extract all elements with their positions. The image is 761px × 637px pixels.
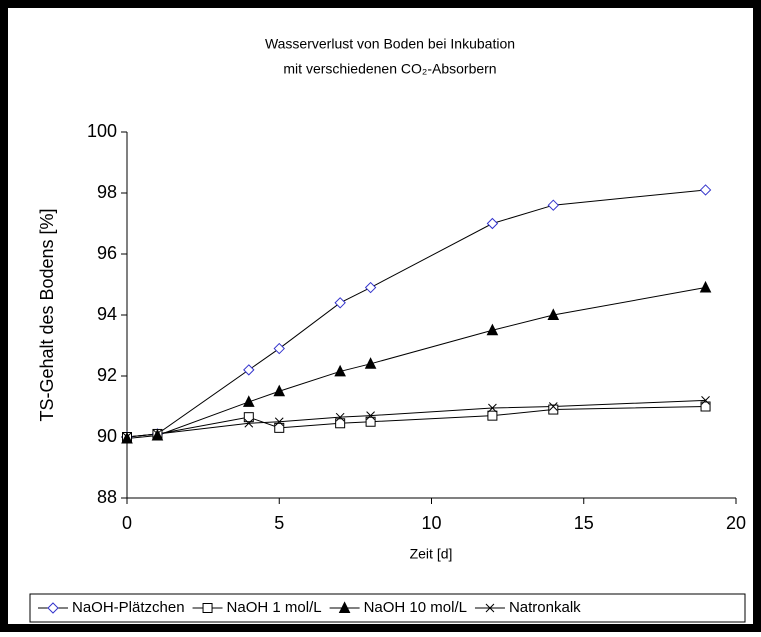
legend-label: NaOH 1 mol/L (227, 599, 322, 616)
marker (486, 217, 499, 230)
marker (547, 308, 560, 320)
x-tick-label: 15 (574, 513, 594, 533)
y-tick-label: 88 (97, 487, 117, 507)
marker (487, 410, 498, 421)
chart-title: Wasserverlust von Boden bei Inkubation (265, 36, 515, 52)
marker (548, 402, 558, 411)
legend-marker (338, 601, 351, 613)
marker (243, 364, 255, 376)
x-tick-label: 20 (726, 513, 746, 533)
marker (366, 411, 375, 421)
x-tick-label: 0 (122, 513, 132, 533)
marker (151, 428, 164, 441)
marker (334, 364, 346, 377)
y-tick-label: 98 (97, 182, 117, 202)
marker (335, 412, 345, 422)
y-axis-label: TS-Gehalt des Bodens [%] (37, 208, 57, 421)
legend-marker (485, 603, 495, 613)
legend-marker (202, 603, 213, 613)
y-tick-label: 94 (97, 304, 117, 324)
marker (334, 297, 346, 309)
marker (273, 384, 286, 397)
marker (274, 417, 284, 427)
marker (273, 342, 285, 355)
x-tick-label: 5 (274, 513, 284, 533)
chart-title: mit verschiedenen CO₂-Absorbern (283, 61, 496, 77)
y-tick-label: 90 (97, 426, 117, 446)
y-tick-label: 92 (97, 365, 117, 385)
legend-label: NaOH 10 mol/L (364, 599, 467, 616)
marker (122, 432, 132, 442)
marker (488, 403, 497, 413)
marker (699, 184, 712, 196)
marker (486, 323, 499, 336)
legend-box (29, 593, 746, 623)
marker (701, 396, 710, 405)
marker (699, 280, 712, 293)
x-axis-label: Zeit [d] (410, 546, 453, 562)
marker (364, 357, 377, 369)
marker (547, 199, 560, 211)
marker (244, 418, 254, 428)
marker (548, 404, 559, 415)
marker (365, 416, 376, 427)
marker (274, 422, 285, 433)
legend-label: Natronkalk (509, 599, 581, 616)
marker (700, 401, 711, 412)
marker (121, 431, 133, 444)
marker (243, 412, 254, 423)
x-tick-label: 10 (421, 513, 441, 533)
y-tick-label: 96 (97, 243, 117, 263)
marker (364, 281, 377, 294)
legend-label: NaOH-Plätzchen (72, 599, 185, 616)
marker (335, 418, 346, 429)
marker (153, 429, 162, 439)
marker (242, 395, 255, 407)
legend-marker (47, 602, 59, 614)
y-tick-label: 100 (87, 121, 117, 141)
